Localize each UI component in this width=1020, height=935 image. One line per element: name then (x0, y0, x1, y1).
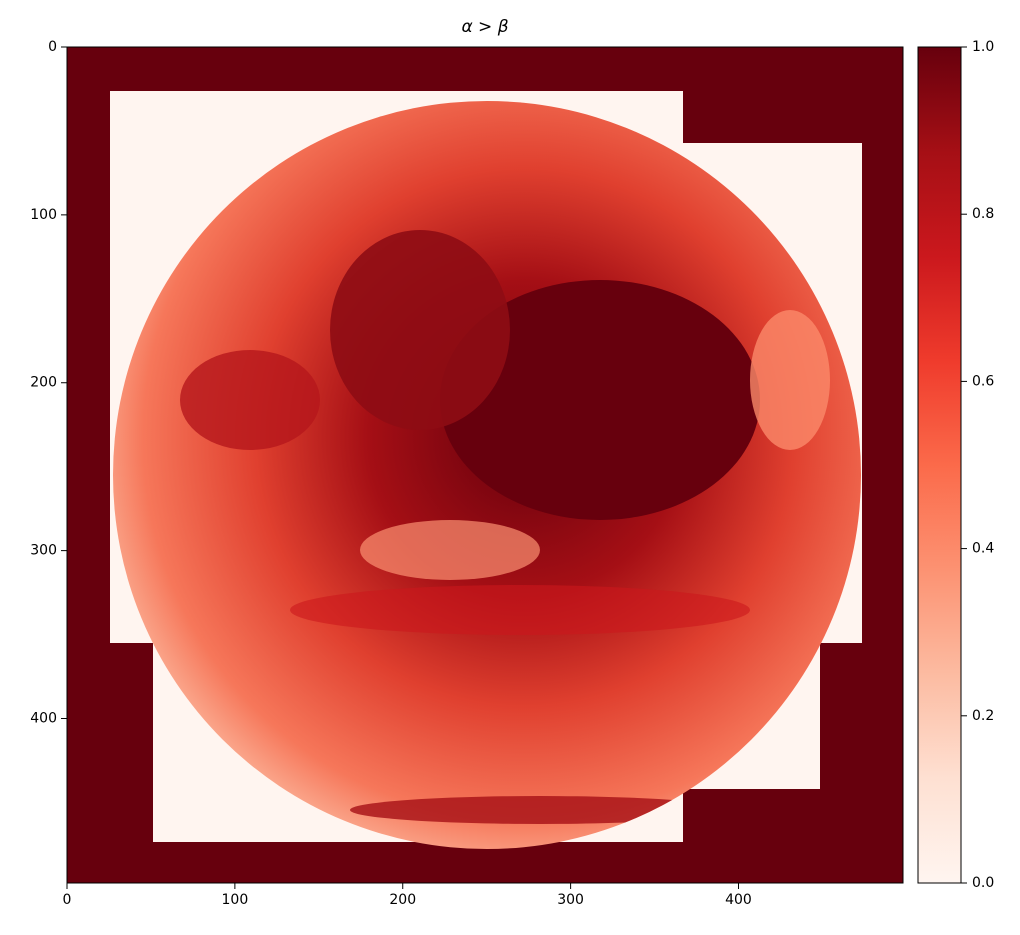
y-tick-label: 100 (30, 207, 57, 223)
chart-title: α > β (461, 17, 508, 37)
colorbar-tick-label: 0.2 (972, 708, 994, 724)
x-tick-label: 300 (557, 892, 584, 908)
x-tick-label: 0 (63, 892, 72, 908)
colorbar-tick-label: 1.0 (972, 39, 994, 55)
y-tick-label: 0 (48, 39, 57, 55)
colorbar-tick-label: 0.0 (972, 875, 994, 891)
x-tick-label: 400 (725, 892, 752, 908)
y-tick-label: 400 (30, 710, 57, 726)
colorbar (917, 46, 962, 884)
x-tick-label: 100 (222, 892, 249, 908)
x-tick-label: 200 (389, 892, 416, 908)
colorbar-tick-label: 0.6 (972, 373, 994, 389)
y-tick-label: 200 (30, 375, 57, 391)
colorbar-tick-label: 0.8 (972, 206, 994, 222)
y-tick-label: 300 (30, 543, 57, 559)
image (66, 46, 904, 884)
colorbar-tick-label: 0.4 (972, 541, 994, 557)
